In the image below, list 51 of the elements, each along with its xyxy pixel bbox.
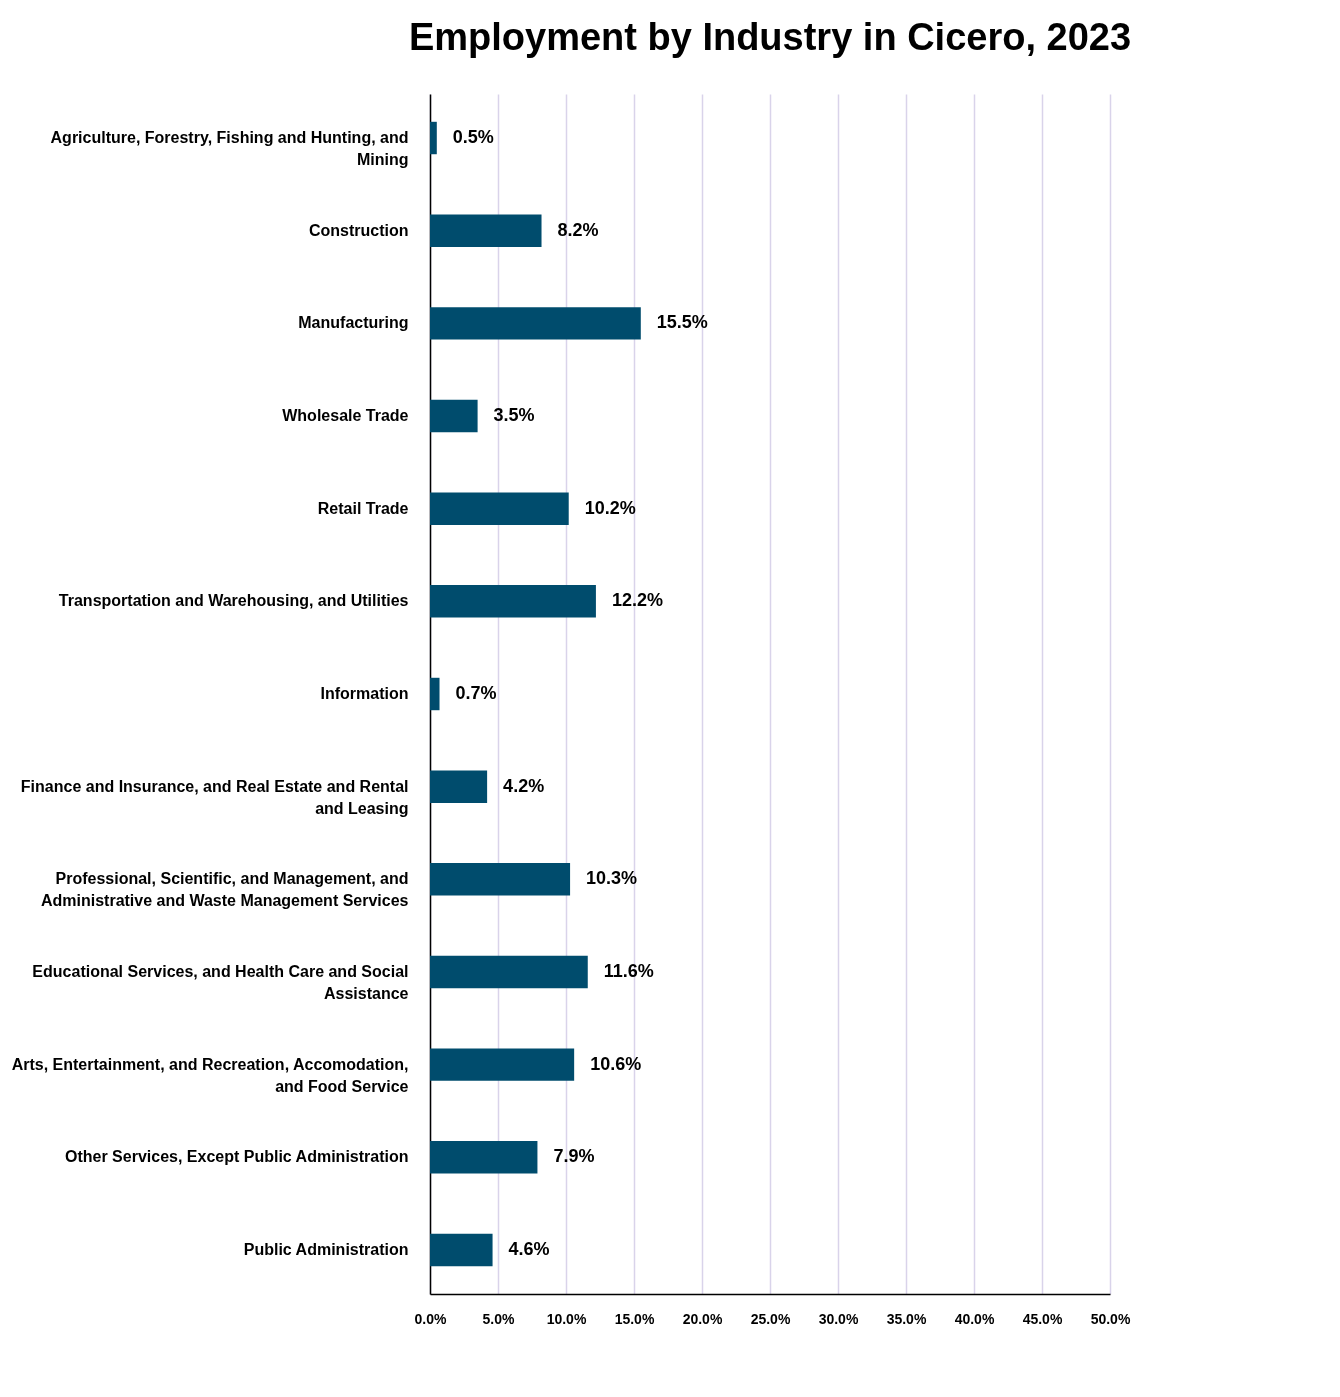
y-tick-label: Transportation and Warehousing, and Utilities (58, 592, 409, 610)
bar (430, 399, 478, 433)
bar (430, 214, 542, 247)
x-tick-label: 15.0% (614, 1310, 655, 1327)
x-tick-label: 30.0% (818, 1310, 859, 1327)
data-label: 10.2% (584, 497, 636, 518)
data-label: 0.7% (455, 683, 497, 703)
bar (430, 955, 588, 989)
bar (430, 1233, 493, 1267)
data-label: 0.5% (452, 127, 494, 148)
data-label: 7.9% (553, 1146, 595, 1167)
y-tick-label: Wholesale Trade (282, 407, 409, 425)
x-tick-label: 40.0% (954, 1310, 995, 1327)
y-tick-label: Information (320, 685, 409, 702)
x-tick-label: 20.0% (682, 1310, 723, 1327)
data-label: 4.2% (503, 775, 545, 796)
y-tick-label: Educational Services, and Health Care and Social Assistance (32, 962, 409, 1002)
bar (430, 585, 596, 618)
y-tick-label: Retail Trade (317, 499, 409, 517)
y-tick-label: Professional, Scientific, and Management, and Administrative and Waste Management Services (40, 870, 409, 910)
data-label: 3.5% (493, 405, 535, 426)
bar (430, 863, 571, 896)
data-label: 10.6% (590, 1053, 642, 1074)
data-label: 4.6% (508, 1238, 550, 1259)
bar (430, 1141, 538, 1174)
y-tick-label: Agriculture, Forestry, Fishing and Hunting, and Mining (50, 129, 409, 169)
bar (430, 1048, 575, 1081)
y-tick-label: Arts, Entertainment, and Recreation, Accomodation, and Food Service (11, 1055, 409, 1095)
y-tick-label: Public Administration (243, 1240, 409, 1258)
data-label: 15.5% (656, 312, 708, 333)
x-tick-label: 35.0% (886, 1310, 927, 1327)
y-tick-label: Finance and Insurance, and Real Estate and Rental and Leasing (20, 777, 409, 817)
x-tick-label: 25.0% (750, 1310, 791, 1327)
x-tick-label: 0.0% (414, 1310, 447, 1327)
y-tick-label: Manufacturing (298, 314, 409, 332)
x-tick-label: 50.0% (1090, 1310, 1131, 1327)
bar (430, 492, 569, 525)
bar (430, 121, 437, 155)
bar (430, 307, 641, 340)
data-label: 12.2% (611, 590, 663, 611)
data-label: 8.2% (557, 219, 599, 240)
y-tick-label: Construction (308, 221, 409, 239)
x-tick-label: 10.0% (546, 1310, 587, 1327)
x-tick-label: 45.0% (1022, 1310, 1063, 1327)
data-label: 10.3% (586, 868, 638, 889)
chart-title: Employment by Industry in Cicero, 2023 (408, 16, 1132, 58)
bar (430, 770, 488, 803)
data-label: 11.6% (603, 960, 654, 981)
x-tick-label: 5.0% (482, 1310, 515, 1327)
bar (430, 677, 440, 711)
y-tick-label: Other Services, Except Public Administration (64, 1148, 409, 1166)
